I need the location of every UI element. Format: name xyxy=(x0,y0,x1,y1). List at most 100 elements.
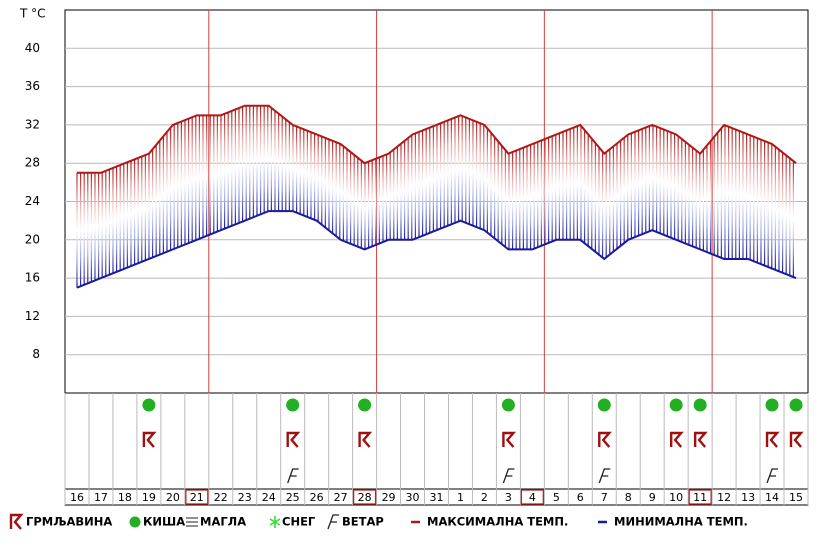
hatch xyxy=(771,143,773,269)
hatch xyxy=(619,140,622,246)
hatch xyxy=(774,146,776,270)
hatch xyxy=(339,143,341,240)
hatch xyxy=(180,121,182,246)
hatch xyxy=(461,116,463,222)
hatch xyxy=(169,127,172,251)
hatch xyxy=(252,105,254,218)
hatch xyxy=(515,150,517,250)
hatch xyxy=(349,152,352,244)
hatch xyxy=(126,162,128,268)
legend-label: СНЕГ xyxy=(282,515,316,529)
hatch xyxy=(166,131,168,252)
hatch xyxy=(295,126,298,213)
hatch xyxy=(778,149,780,272)
hatch xyxy=(396,146,398,240)
hatch xyxy=(357,157,359,247)
x-tick-label: 15 xyxy=(789,491,803,504)
rain-icon xyxy=(142,398,156,412)
hatch xyxy=(227,112,229,228)
hatch xyxy=(565,130,568,240)
x-tick-label: 10 xyxy=(669,491,683,504)
hatch xyxy=(724,125,726,259)
hatch xyxy=(87,172,89,284)
hatch xyxy=(475,121,478,228)
hatch xyxy=(526,146,528,250)
hatch xyxy=(403,140,406,240)
x-tick-label: 3 xyxy=(505,491,512,504)
hatch xyxy=(594,142,596,252)
hatch xyxy=(645,127,647,233)
x-tick-label: 25 xyxy=(286,491,300,504)
hatch xyxy=(119,165,121,271)
legend-label: КИША xyxy=(143,515,185,529)
thunder-icon xyxy=(693,431,708,448)
hatch xyxy=(670,132,672,238)
hatch xyxy=(490,132,492,236)
hatch xyxy=(353,154,355,246)
hatch xyxy=(465,117,467,223)
hatch xyxy=(335,142,337,237)
hatch xyxy=(731,128,733,259)
hatch xyxy=(249,105,251,219)
hatch xyxy=(241,106,244,222)
hatch xyxy=(742,132,744,259)
hatch xyxy=(511,151,514,250)
hatch xyxy=(342,146,344,241)
hatch xyxy=(767,142,769,267)
x-tick-label: 27 xyxy=(334,491,348,504)
hatch xyxy=(447,120,449,226)
temp-line xyxy=(76,210,797,289)
hatch xyxy=(411,135,413,240)
hatch xyxy=(184,120,186,245)
hatch xyxy=(364,163,366,250)
hatch xyxy=(414,133,416,239)
hatch xyxy=(173,124,175,249)
hatch xyxy=(738,131,740,259)
y-tick-label: 16 xyxy=(25,271,40,285)
hatch xyxy=(519,149,521,250)
x-tick-label: 28 xyxy=(358,491,372,504)
x-tick-label: 26 xyxy=(310,491,324,504)
wind-icon xyxy=(598,468,611,484)
hatch xyxy=(508,153,510,250)
hatch xyxy=(735,129,737,259)
hatch xyxy=(256,105,258,216)
hatch xyxy=(108,169,110,275)
hatch xyxy=(231,110,233,226)
hatch xyxy=(303,129,305,216)
hatch xyxy=(378,157,380,244)
legend-icon xyxy=(269,518,281,526)
hatch xyxy=(655,126,658,232)
hatch xyxy=(306,130,308,217)
hatch xyxy=(749,135,751,260)
hatch xyxy=(781,152,784,273)
hatch xyxy=(587,134,589,247)
hatch xyxy=(706,145,708,253)
hatch xyxy=(673,133,676,240)
hatch xyxy=(162,136,164,254)
day-highlight xyxy=(688,489,712,505)
x-tick-label: 20 xyxy=(166,491,180,504)
hatch xyxy=(483,124,485,230)
rain-icon xyxy=(597,398,611,412)
x-tick-label: 14 xyxy=(765,491,779,504)
hatch xyxy=(133,159,136,265)
hatch xyxy=(281,116,283,212)
thunder-icon xyxy=(598,431,612,448)
hatch xyxy=(429,127,431,233)
hatch xyxy=(277,113,280,212)
hatch xyxy=(573,127,575,240)
hatch xyxy=(634,131,636,238)
thunder-icon xyxy=(502,431,517,448)
hatch xyxy=(443,121,445,228)
x-tick-label: 22 xyxy=(214,491,228,504)
hatch xyxy=(159,140,161,255)
hatch xyxy=(504,150,506,247)
x-tick-label: 23 xyxy=(238,491,252,504)
hatch xyxy=(569,128,571,240)
hatch xyxy=(648,126,650,232)
hatch xyxy=(659,128,661,234)
rain-icon xyxy=(358,398,372,412)
hatch xyxy=(756,138,758,263)
x-tick-label: 4 xyxy=(529,491,536,504)
